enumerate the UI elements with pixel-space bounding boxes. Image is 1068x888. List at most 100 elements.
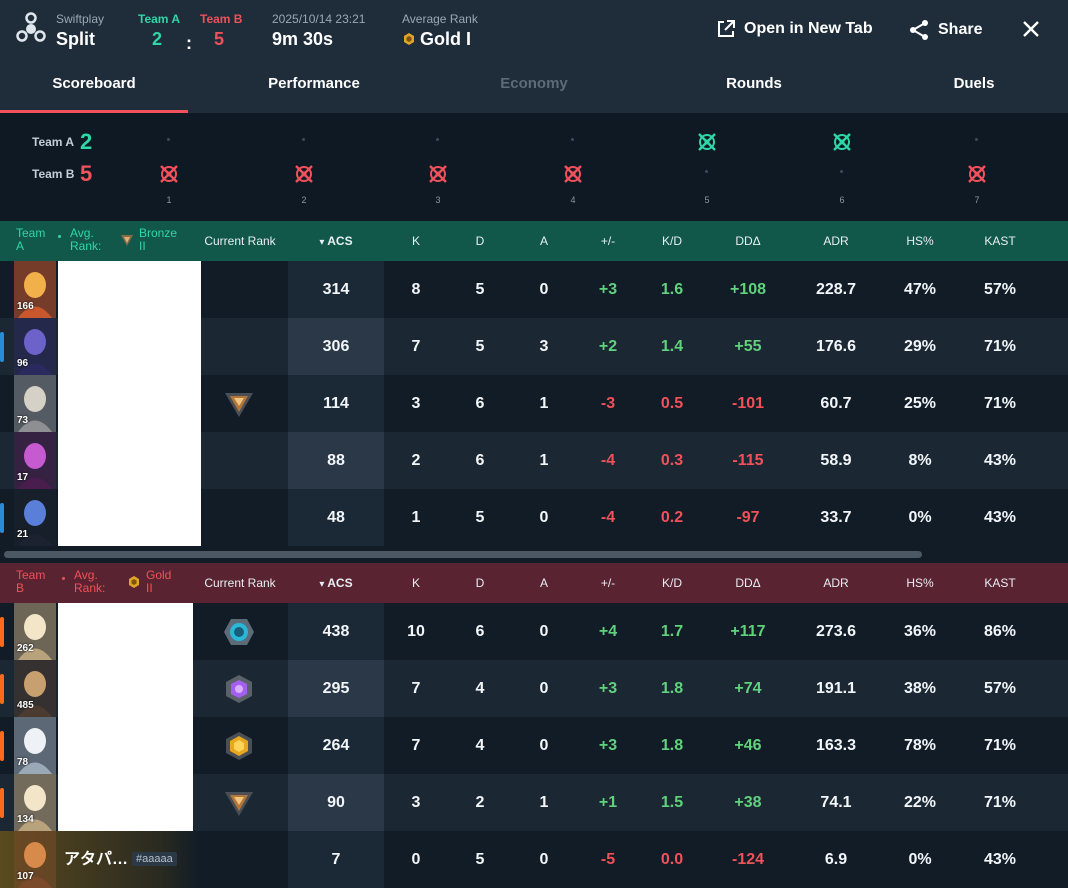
player-row[interactable]: 485 295 7 4 0 +3 1.8 +74 191.1 38% 57% — [0, 660, 1068, 717]
horizontal-scrollbar[interactable] — [0, 546, 1068, 563]
kd-value: 1.6 — [660, 281, 684, 298]
round-timeline: Team A 2 Team B 5 1 2 3 4 5 6 7 — [0, 113, 1068, 221]
kd-value: 1.5 — [660, 794, 684, 811]
redacted-player-name — [58, 660, 193, 717]
timeline-team-a-score: 2 — [80, 129, 93, 154]
team-b-col-kills-header[interactable]: K — [411, 576, 420, 590]
share-label: Share — [938, 21, 983, 38]
tab-scoreboard[interactable]: Scoreboard — [0, 58, 188, 113]
player-row[interactable]: 166 314 8 5 0 +3 1.6 +108 228.7 47% 57% — [0, 261, 1068, 318]
team-b-col-assists-header[interactable]: A — [539, 576, 548, 590]
team-b-col-hs-header[interactable]: HS% — [906, 576, 934, 590]
team-b-col-plus-minus-header[interactable]: +/- — [600, 576, 616, 590]
team-a-col-assists-header[interactable]: A — [539, 234, 548, 248]
team-a-col-plus-minus-header[interactable]: +/- — [600, 234, 616, 248]
team-a-col-hs-header[interactable]: HS% — [906, 234, 934, 248]
agent-brimstone-portrait-icon — [14, 831, 56, 888]
round-2[interactable]: 2 — [289, 113, 319, 221]
plus-minus-value: +4 — [598, 623, 618, 640]
team-b-col-acs-header[interactable]: ▾ ACS — [319, 576, 353, 590]
round-3[interactable]: 3 — [423, 113, 453, 221]
team-b-label: Team B — [16, 568, 46, 595]
round-7[interactable]: 7 — [962, 113, 992, 221]
external-link-icon — [718, 20, 735, 37]
player-row[interactable]: 21 48 1 5 0 -4 0.2 -97 33.7 0% 43% — [0, 489, 1068, 546]
dd-delta-value: -101 — [731, 395, 765, 412]
agent-sage-portrait-icon — [14, 774, 56, 831]
hs-value: 29% — [903, 338, 937, 355]
scrollbar-thumb[interactable] — [4, 551, 922, 558]
kd-value: 1.7 — [660, 623, 684, 640]
plus-minus-value: -4 — [600, 509, 616, 526]
player-row[interactable]: 96 306 7 5 3 +2 1.4 +55 176.6 29% 71% — [0, 318, 1068, 375]
open-new-tab-button[interactable]: Open in New Tab — [716, 19, 873, 39]
party-indicator — [0, 731, 4, 761]
tab-rounds[interactable]: Rounds — [726, 75, 782, 92]
team-b-col-kd-header[interactable]: K/D — [661, 576, 682, 590]
average-rank: Average Rank Gold I — [402, 12, 478, 50]
player-row[interactable]: 78 264 7 4 0 +3 1.8 +46 163.3 78% 71% — [0, 717, 1068, 774]
close-icon[interactable] — [1020, 18, 1042, 40]
tab-performance[interactable]: Performance — [268, 75, 360, 92]
player-row[interactable]: 107 アタパ… #aaaaa 7 0 5 0 -5 0.0 -124 6.9 0% 43% — [0, 831, 1068, 888]
open-new-tab-label: Open in New Tab — [744, 20, 873, 37]
team-b-col-deaths-header[interactable]: D — [475, 576, 485, 590]
hs-value: 8% — [908, 452, 932, 469]
round-6[interactable]: 6 — [827, 113, 857, 221]
redacted-player-name — [58, 717, 193, 774]
team-b-col-dd-delta-header[interactable]: DDΔ — [735, 576, 761, 590]
agent-sage-portrait-icon — [14, 603, 56, 660]
team-a-col-kd-header[interactable]: K/D — [661, 234, 682, 248]
team-b-col-adr-header[interactable]: ADR — [823, 576, 849, 590]
team-a-col-adr-header[interactable]: ADR — [823, 234, 849, 248]
player-row[interactable]: 17 88 2 6 1 -4 0.3 -115 58.9 8% 43% — [0, 432, 1068, 489]
timeline-team-b-score: 5 — [80, 161, 93, 186]
assists-value: 0 — [539, 281, 549, 298]
deaths-value: 6 — [475, 623, 485, 640]
plus-minus-value: +3 — [598, 737, 618, 754]
assists-value: 0 — [539, 737, 549, 754]
round-1[interactable]: 1 — [154, 113, 184, 221]
hs-value: 38% — [903, 680, 937, 697]
acs-highlight — [288, 831, 384, 888]
elimination-win-icon — [564, 165, 582, 183]
team-a-col-kills-header[interactable]: K — [411, 234, 420, 248]
acs-value: 7 — [331, 851, 341, 868]
team-a-col-acs-header[interactable]: ▾ ACS — [319, 234, 353, 248]
player-row[interactable]: 73 114 3 6 1 -3 0.5 -101 60.7 25% 71% — [0, 375, 1068, 432]
team-a-avg-rank-label: Avg. Rank: — [70, 226, 102, 253]
player-row[interactable]: 134 90 3 2 1 +1 1.5 +38 74.1 22% 71% — [0, 774, 1068, 831]
team-b-col-kast-header[interactable]: KAST — [984, 576, 1016, 590]
swiftplay-mode-icon — [16, 12, 46, 42]
team-a-col-kast-header[interactable]: KAST — [984, 234, 1016, 248]
team-b-col-current-rank-header[interactable]: Current Rank — [204, 576, 276, 590]
acs-highlight — [288, 717, 384, 774]
assists-value: 1 — [539, 794, 549, 811]
kast-value: 57% — [983, 680, 1017, 697]
assists-value: 1 — [539, 395, 549, 412]
party-indicator — [0, 503, 4, 533]
deaths-value: 5 — [475, 281, 485, 298]
player-name[interactable]: アタパ… — [64, 851, 129, 868]
kills-value: 3 — [411, 395, 421, 412]
team-a-col-current-rank-header[interactable]: Current Rank — [204, 234, 276, 248]
acs-value: 48 — [327, 509, 345, 526]
acs-value: 264 — [322, 737, 350, 754]
assists-value: 1 — [539, 452, 549, 469]
player-level: 17 — [17, 472, 29, 483]
round-4[interactable]: 4 — [558, 113, 588, 221]
round-5[interactable]: 5 — [692, 113, 722, 221]
dd-delta-value: +38 — [734, 794, 762, 811]
player-level: 73 — [17, 415, 29, 426]
diamond-rank-icon — [224, 619, 254, 645]
tab-duels[interactable]: Duels — [953, 75, 995, 92]
player-row[interactable]: 262 438 10 6 0 +4 1.7 +117 273.6 36% 86% — [0, 603, 1068, 660]
match-time: 2025/10/14 23:21 9m 30s — [272, 12, 365, 50]
team-a-col-dd-delta-header[interactable]: DDΔ — [735, 234, 761, 248]
assists-value: 0 — [539, 851, 549, 868]
separator-dot — [62, 577, 65, 580]
adr-value: 191.1 — [815, 680, 857, 697]
team-a-col-deaths-header[interactable]: D — [475, 234, 485, 248]
acs-highlight — [288, 432, 384, 489]
share-button[interactable]: Share — [908, 19, 982, 41]
